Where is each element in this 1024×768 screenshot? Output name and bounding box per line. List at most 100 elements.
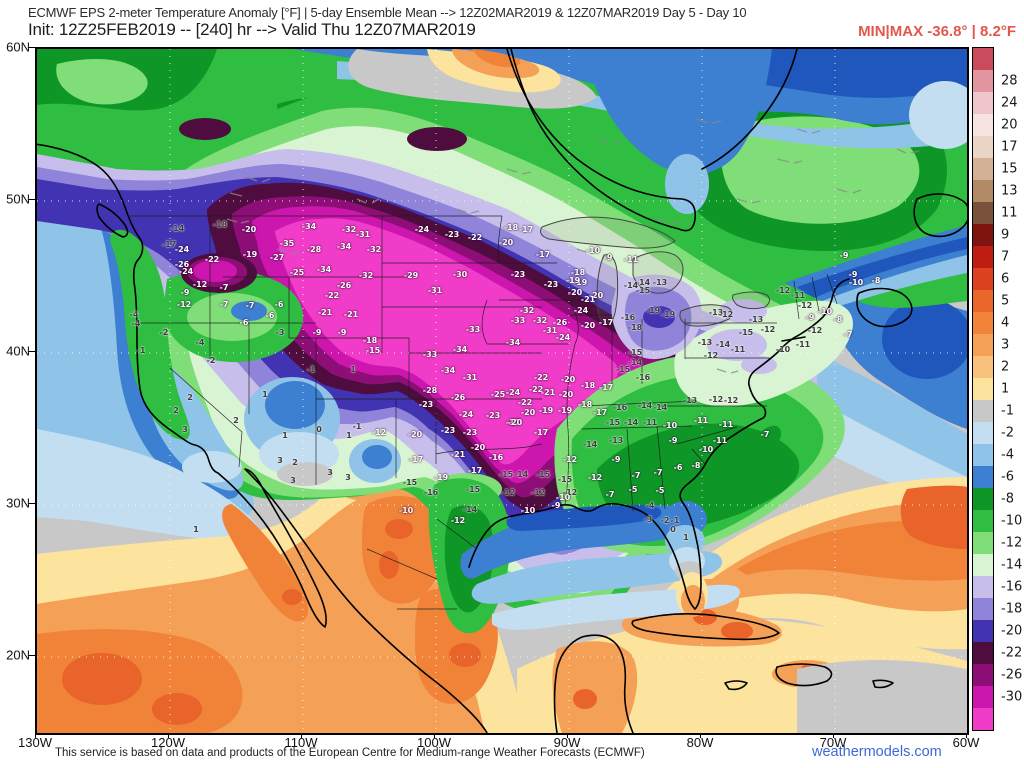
lat-tick-mark [29, 502, 35, 504]
colorbar-band: 3 [973, 334, 1009, 356]
colorbar-band-label: -14 [1001, 557, 1023, 573]
colorbar-band-label: 11 [1001, 205, 1018, 221]
colorbar-band-label: 3 [1001, 337, 1010, 353]
colorbar-band: -10 [973, 510, 1022, 532]
colorbar-band-label: 5 [1001, 293, 1010, 309]
colorbar: 28 24 20 17 15 13 11 9 7 6 5 4 3 2 1 -1 -2 -4 -6 -8 -10 -12 -1… [972, 47, 1022, 731]
colorbar-band: -4 [973, 444, 1014, 466]
lon-tick-label: 70W [819, 735, 847, 750]
colorbar-band: 20 [973, 114, 1018, 136]
colorbar-band-label: 1 [1001, 381, 1010, 397]
lon-tick-mark [965, 733, 967, 738]
lon-tick-mark [566, 733, 568, 738]
colorbar-band-label: 24 [1001, 95, 1018, 111]
lon-tick-mark [699, 733, 701, 738]
colorbar-band: 4 [973, 312, 1009, 334]
colorbar-band: -1 [973, 400, 1014, 422]
colorbar-band: -14 [973, 554, 1022, 576]
colorbar-band-label: 7 [1001, 249, 1010, 265]
lat-tick-label: 30N [6, 495, 30, 511]
colorbar-band-label: 28 [1001, 73, 1018, 89]
colorbar-band: 17 [973, 136, 1018, 158]
colorbar-band-label: -6 [1001, 469, 1014, 485]
lon-tick-mark [300, 733, 302, 738]
lon-tick-label: 100W [417, 735, 451, 750]
colorbar-band-label: 13 [1001, 183, 1018, 199]
lat-tick-mark [29, 46, 35, 48]
colorbar-band-label: 6 [1001, 271, 1010, 287]
colorbar-band-label: -16 [1001, 579, 1023, 595]
colorbar-band-label: -8 [1001, 491, 1014, 507]
colorbar-band: 13 [973, 180, 1018, 202]
state-borders [130, 215, 838, 610]
lat-tick-mark [29, 350, 35, 352]
colorbar-band: 5 [973, 290, 1009, 312]
colorbar-band-label: -12 [1001, 535, 1023, 551]
colorbar-band [973, 48, 993, 70]
colorbar-band-label: -10 [1001, 513, 1023, 529]
colorbar-band: 9 [973, 224, 1009, 246]
colorbar-band: 24 [973, 92, 1018, 114]
colorbar-band-label: 15 [1001, 161, 1018, 177]
lon-tick-mark [832, 733, 834, 738]
lon-tick-label: 80W [686, 735, 714, 750]
lat-tick-label: 50N [6, 191, 30, 207]
colorbar-band: -6 [973, 466, 1014, 488]
attribution-text: This service is based on data and produc… [55, 747, 645, 759]
lon-tick-label: 110W [284, 735, 318, 750]
lat-tick-label: 20N [6, 647, 30, 663]
terrain-speckles [226, 118, 920, 374]
colorbar-band: 2 [973, 356, 1009, 378]
lat-tick-label: 60N [6, 39, 30, 55]
lon-tick-label: 90W [553, 735, 581, 750]
graticule [37, 49, 967, 733]
colorbar-band: 15 [973, 158, 1018, 180]
minmax-readout: MIN|MAX -36.8° | 8.2°F [858, 23, 1016, 40]
anomaly-field-svg [37, 49, 967, 733]
colorbar-band-label: 17 [1001, 139, 1018, 155]
lat-tick-mark [29, 198, 35, 200]
colorbar-band: -8 [973, 488, 1014, 510]
colorbar-band-label: -1 [1001, 403, 1014, 419]
map-init-valid-line: Init: 12Z25FEB2019 -- [240] hr --> Valid… [28, 20, 476, 39]
lon-tick-mark [34, 733, 36, 738]
colorbar-band: -26 [973, 664, 1022, 686]
map-canvas: -14 -18 -20 -34 -32 -31 -24 -23 -22 -17 -24 -35 -28-… [35, 47, 969, 735]
colorbar-band-label: -20 [1001, 623, 1023, 639]
colorbar-band: 28 [973, 70, 1018, 92]
lon-tick-label: 60W [952, 735, 980, 750]
colorbar-band-label: 4 [1001, 315, 1010, 331]
lon-tick-label: 130W [18, 735, 52, 750]
colorbar-band: -12 [973, 532, 1022, 554]
colorbar-band: -30 [973, 686, 1022, 708]
colorbar-band-label: 20 [1001, 117, 1018, 133]
colorbar-band [973, 708, 993, 730]
lat-tick-mark [29, 654, 35, 656]
lon-tick-mark [433, 733, 435, 738]
colorbar-band-label: -18 [1001, 601, 1023, 617]
lat-tick-label: 40N [6, 343, 30, 359]
lon-tick-mark [167, 733, 169, 738]
colorbar-band: 1 [973, 378, 1009, 400]
colorbar-band: 11 [973, 202, 1018, 224]
temperature-field [37, 49, 967, 733]
lon-tick-label: 120W [151, 735, 185, 750]
colorbar-band: -16 [973, 576, 1022, 598]
great-lakes [540, 216, 771, 327]
colorbar-band-label: 9 [1001, 227, 1010, 243]
coastlines [37, 49, 967, 733]
colorbar-band: -18 [973, 598, 1022, 620]
colorbar-band: -22 [973, 642, 1022, 664]
colorbar-band: 7 [973, 246, 1009, 268]
colorbar-band-label: 2 [1001, 359, 1010, 375]
colorbar-band: -2 [973, 422, 1014, 444]
colorbar-band-label: -22 [1001, 645, 1023, 661]
colorbar-band: -20 [973, 620, 1022, 642]
colorbar-band-label: -2 [1001, 425, 1014, 441]
map-title: ECMWF EPS 2-meter Temperature Anomaly [°… [28, 5, 747, 20]
brand-link[interactable]: weathermodels.com [812, 744, 942, 760]
colorbar-band-label: -4 [1001, 447, 1014, 463]
colorbar-band-label: -26 [1001, 667, 1023, 683]
colorbar-band-label: -30 [1001, 689, 1023, 705]
